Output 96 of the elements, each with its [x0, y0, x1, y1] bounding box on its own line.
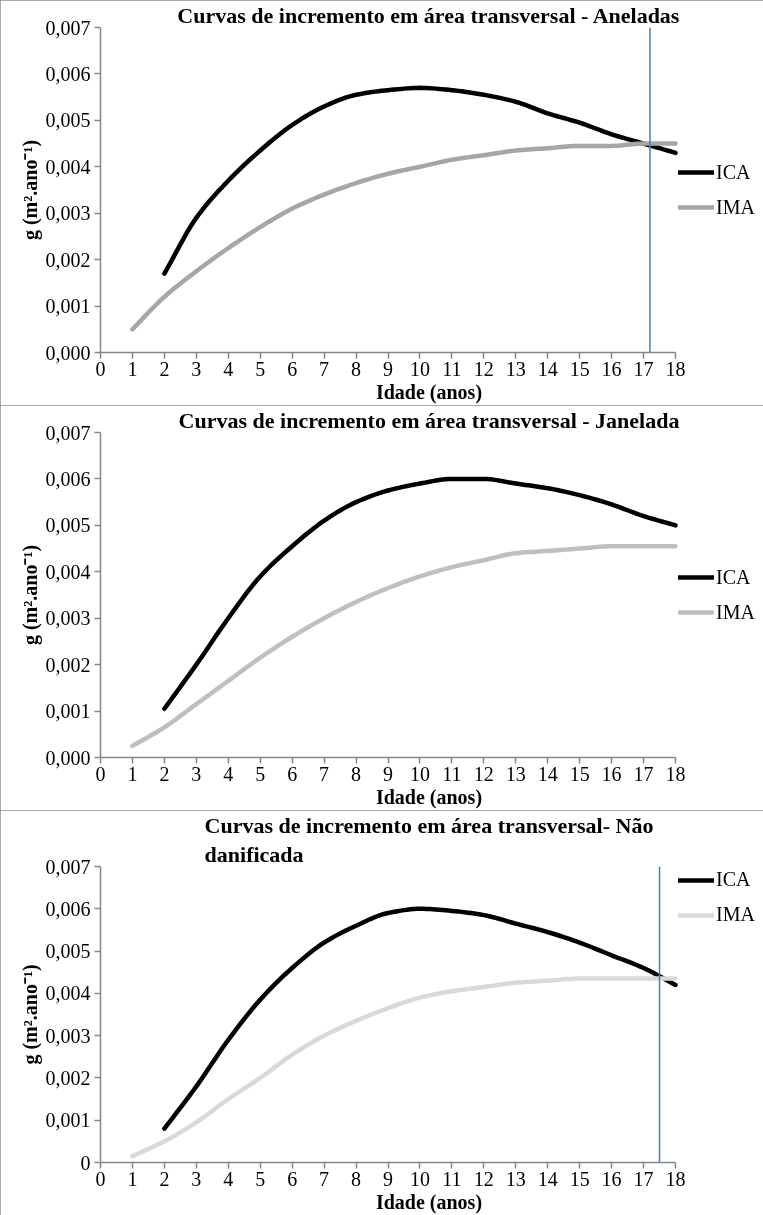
- x-tick-label: 0: [95, 357, 106, 380]
- x-tick-label: 4: [223, 1167, 234, 1190]
- x-tick-label: 4: [223, 357, 234, 380]
- x-tick-label: 13: [505, 1167, 526, 1190]
- x-tick-label: 5: [255, 357, 266, 380]
- x-tick-label: 1: [127, 1167, 138, 1190]
- y-tick-label: 0,000: [45, 746, 91, 769]
- x-tick-label: 8: [351, 357, 362, 380]
- y-tick-label: 0,002: [45, 248, 91, 271]
- x-tick-label: 1: [127, 357, 138, 380]
- x-tick-label: 3: [191, 1167, 202, 1190]
- x-tick-label: 6: [287, 357, 298, 380]
- x-tick-label: 12: [473, 357, 494, 380]
- x-tick-label: 3: [191, 762, 202, 785]
- x-tick-label: 18: [665, 1167, 686, 1190]
- legend-label: ICA: [716, 160, 751, 184]
- y-tick-label: 0,002: [45, 1066, 91, 1089]
- chart-title: Curvas de incremento em área transversal- Não danificada: [204, 812, 654, 867]
- x-tick-label: 18: [665, 357, 686, 380]
- y-tick-label: 0,005: [45, 940, 91, 963]
- x-tick-label: 16: [601, 357, 622, 380]
- x-tick-label: 17: [633, 762, 654, 785]
- x-axis-title: Idade (anos): [375, 1190, 483, 1214]
- x-tick-label: 18: [665, 762, 686, 785]
- y-tick-label: 0,004: [45, 982, 91, 1005]
- x-tick-label: 2: [159, 762, 170, 785]
- y-tick-label: 0,007: [45, 855, 91, 878]
- legend-label: ICA: [716, 565, 751, 589]
- x-tick-label: 11: [442, 357, 462, 380]
- chart-title: Curvas de incremento em área transversal - Aneladas: [177, 2, 680, 28]
- x-tick-label: 2: [159, 357, 170, 380]
- y-axis-title: g (m².ano⁻¹): [18, 964, 42, 1065]
- x-tick-label: 9: [383, 1167, 393, 1190]
- x-tick-label: 17: [633, 357, 654, 380]
- x-tick-label: 7: [319, 1167, 330, 1190]
- x-axis-title: Idade (anos): [375, 785, 483, 809]
- x-axis-title: Idade (anos): [375, 380, 483, 404]
- y-tick-label: 0,003: [45, 202, 91, 225]
- x-tick-label: 15: [569, 762, 590, 785]
- x-tick-label: 11: [442, 1167, 462, 1190]
- x-tick-label: 13: [505, 762, 526, 785]
- x-tick-label: 5: [255, 762, 266, 785]
- x-tick-label: 0: [95, 762, 106, 785]
- x-tick-label: 6: [287, 762, 298, 785]
- y-tick-label: 0,004: [45, 155, 91, 178]
- x-tick-label: 15: [569, 357, 590, 380]
- y-tick-label: 0,003: [45, 607, 91, 630]
- x-tick-label: 12: [473, 762, 494, 785]
- x-tick-label: 14: [537, 1167, 558, 1190]
- x-tick-label: 13: [505, 357, 526, 380]
- x-tick-label: 10: [409, 1167, 430, 1190]
- x-tick-label: 0: [95, 1167, 106, 1190]
- y-tick-label: 0,003: [45, 1024, 91, 1047]
- x-tick-label: 10: [409, 357, 430, 380]
- y-tick-label: 0,005: [45, 109, 91, 132]
- x-tick-label: 12: [473, 1167, 494, 1190]
- y-tick-label: 0,004: [45, 560, 91, 583]
- y-tick-label: 0,006: [45, 467, 91, 490]
- legend-label: IMA: [716, 195, 755, 219]
- x-tick-label: 4: [223, 762, 234, 785]
- y-tick-label: 0,001: [45, 295, 91, 318]
- x-tick-label: 16: [601, 762, 622, 785]
- y-axis-title: g (m².ano⁻¹): [18, 139, 42, 241]
- legend-label: IMA: [716, 600, 755, 624]
- x-tick-label: 5: [255, 1167, 266, 1190]
- y-tick-label: 0,005: [45, 514, 91, 537]
- y-axis-title: g (m².ano⁻¹): [18, 544, 42, 646]
- y-tick-label: 0,001: [45, 700, 91, 723]
- y-tick-label: 0,007: [45, 16, 91, 39]
- x-tick-label: 11: [442, 762, 462, 785]
- x-tick-label: 15: [569, 1167, 590, 1190]
- x-tick-label: 2: [159, 1167, 170, 1190]
- x-tick-label: 1: [127, 762, 138, 785]
- y-tick-label: 0,001: [45, 1109, 91, 1132]
- x-tick-label: 14: [537, 357, 558, 380]
- y-tick-label: 0,007: [45, 421, 91, 444]
- x-tick-label: 9: [383, 762, 393, 785]
- chart-title: Curvas de incremento em área transversal - Janelada: [178, 407, 680, 433]
- x-tick-label: 9: [383, 357, 393, 380]
- legend-label: ICA: [716, 868, 751, 891]
- x-tick-label: 8: [351, 762, 362, 785]
- x-tick-label: 3: [191, 357, 202, 380]
- legend-label: IMA: [716, 903, 755, 926]
- y-tick-label: 0,000: [45, 341, 91, 364]
- x-tick-label: 6: [287, 1167, 298, 1190]
- x-tick-label: 8: [351, 1167, 362, 1190]
- x-tick-label: 7: [319, 357, 330, 380]
- y-tick-label: 0,002: [45, 653, 91, 676]
- x-tick-label: 14: [537, 762, 558, 785]
- x-tick-label: 17: [633, 1167, 654, 1190]
- x-tick-label: 16: [601, 1167, 622, 1190]
- x-tick-label: 7: [319, 762, 330, 785]
- y-tick-label: 0,006: [45, 897, 91, 920]
- x-tick-label: 10: [409, 762, 430, 785]
- y-tick-label: 0: [80, 1151, 91, 1174]
- y-tick-label: 0,006: [45, 62, 91, 85]
